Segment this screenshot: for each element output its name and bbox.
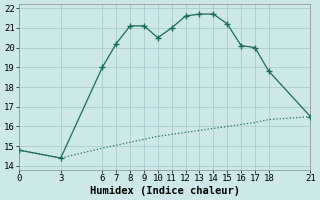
X-axis label: Humidex (Indice chaleur): Humidex (Indice chaleur) bbox=[90, 186, 240, 196]
